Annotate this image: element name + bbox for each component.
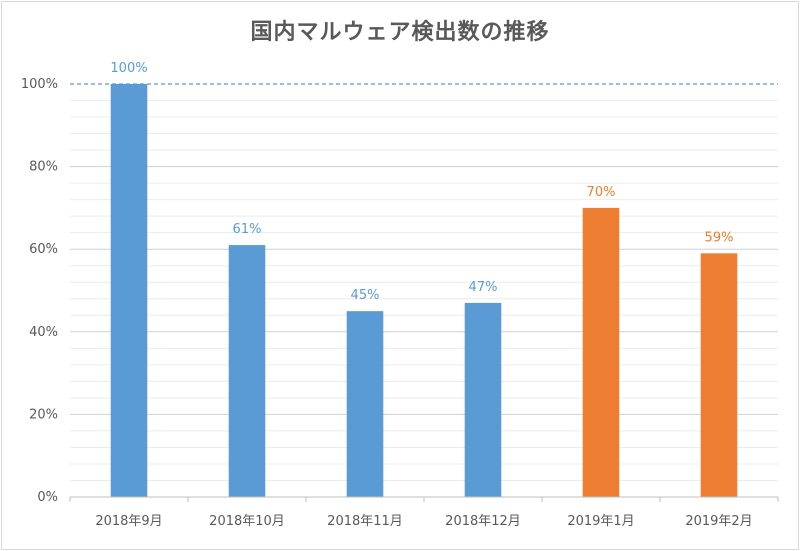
data-label: 70% [587,185,616,200]
data-label: 100% [110,61,147,76]
x-axis: 2018年9月 2018年10月 2018年11月 2018年12月 2019年1月 20… [69,496,779,529]
x-category-label: 2018年9月 [95,514,162,529]
x-category-label: 2019年2月 [685,514,752,529]
bar [346,311,384,497]
x-category-label: 2019年1月 [567,514,634,529]
y-tick-label: 100% [21,77,58,92]
y-tick-label: 80% [29,160,58,175]
bar [228,245,266,497]
y-tick-label: 60% [29,242,58,257]
bar [700,253,738,497]
data-label: 61% [233,222,262,237]
x-category-label: 2018年11月 [327,514,403,529]
bar [110,84,148,497]
data-labels: 100% 61% 45% 47% 70% 59% [110,61,733,303]
x-category-label: 2018年12月 [445,514,521,529]
y-tick-label: 20% [29,407,58,422]
y-axis: 0% 20% 40% 60% 80% 100% [21,77,58,505]
grid-lines [70,83,778,498]
bar [582,207,620,497]
bar [464,302,502,497]
data-label: 59% [705,230,734,245]
y-tick-label: 40% [29,325,58,340]
y-tick-label: 0% [37,490,58,505]
data-label: 47% [469,280,498,295]
chart-title: 国内マルウェア検出数の推移 [250,20,550,45]
bars [110,84,738,497]
data-label: 45% [351,288,380,303]
x-category-label: 2018年10月 [209,514,285,529]
